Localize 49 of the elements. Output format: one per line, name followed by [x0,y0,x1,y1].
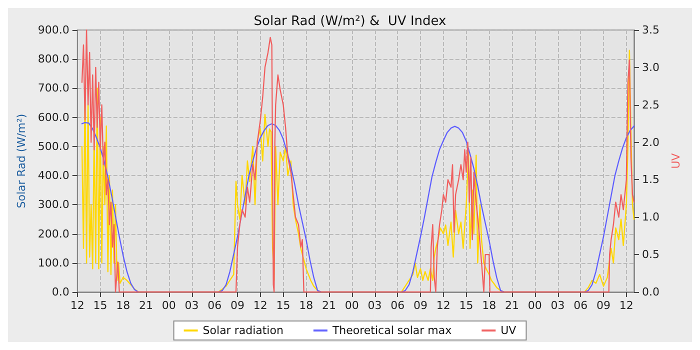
y-tick-label: 200.0 [38,227,70,240]
y-tick-label: 900.0 [38,24,70,36]
y-tick-label: 0.0 [52,286,70,298]
x-tick-label: 21 [505,299,520,312]
x-tick-label: 15 [93,299,108,312]
y2-tick-label: 2.0 [642,136,660,149]
x-tick-label: 12 [436,299,450,312]
y-tick-label: 400.0 [38,169,70,182]
y-tick-label: 700.0 [38,82,70,95]
y-axis-title: Solar Rad (W/m²) [15,114,28,208]
x-tick-label: 03 [184,299,199,312]
chart-title: Solar Rad (W/m²) & UV Index [254,14,447,29]
x-tick-label: 06 [574,299,588,312]
y2-tick-label: 0.5 [642,248,660,262]
y2-tick-label: 1.5 [642,173,660,186]
x-tick-label: 09 [230,299,245,312]
x-tick-label: 00 [528,299,542,312]
y2-tick-label: 3.0 [642,60,660,74]
x-tick-label: 18 [116,299,130,312]
x-tick-label: 18 [482,299,496,312]
x-tick-label: 00 [162,299,176,312]
y-tick-label: 500.0 [38,140,70,153]
x-tick-label: 09 [414,299,428,312]
y-tick-label: 600.0 [38,110,70,124]
x-tick-label: 15 [276,299,290,312]
x-tick-label: 12 [70,299,84,312]
x-tick-label: 06 [390,299,405,312]
x-tick-label: 12 [253,299,268,312]
y-tick-label: 800.0 [38,52,70,66]
x-tick-label: 21 [139,299,154,312]
y-tick-label: 100.0 [38,256,70,270]
x-tick-label: 00 [344,299,359,312]
x-tick-label: 09 [596,299,610,312]
x-tick-label: 12 [619,299,634,312]
x-tick-label: 03 [550,299,565,312]
x-tick-label: 21 [322,299,336,312]
legend-label: Theoretical solar max [331,324,452,337]
y-tick-label: 300.0 [38,198,70,212]
x-tick-label: 06 [208,299,222,312]
x-tick-label: 18 [299,299,314,312]
y2-axis-title: UV [669,152,682,169]
x-tick-label: 15 [459,299,474,312]
x-tick-label: 03 [368,299,382,312]
y2-tick-label: 2.5 [642,98,660,112]
legend-label: Solar radiation [202,324,284,337]
y2-tick-label: 3.5 [642,24,660,36]
y2-tick-label: 0.0 [642,286,660,298]
legend-label: UV [500,324,517,337]
y2-tick-label: 1.0 [642,210,660,224]
